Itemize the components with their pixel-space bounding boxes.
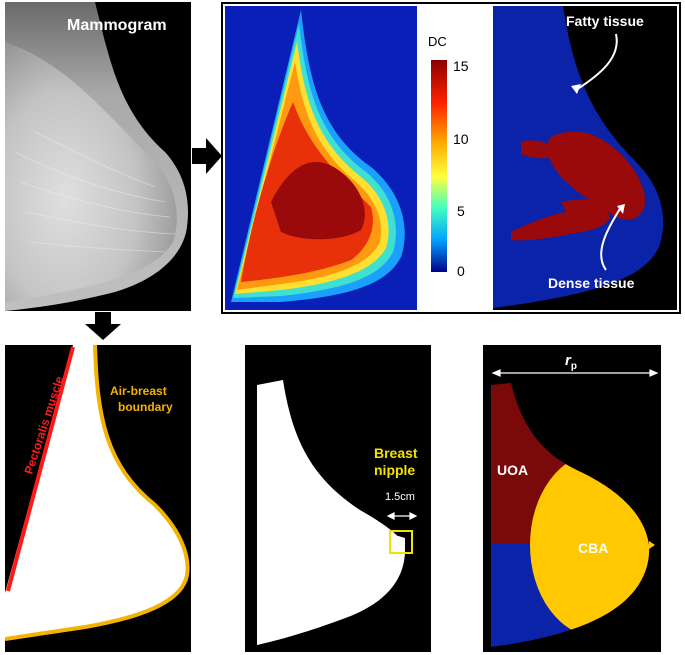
- nipple-box: [389, 530, 413, 554]
- breast-mask: [257, 380, 405, 645]
- density-panel: DC 15 10 5 0 Fatty tissue Dense tissue: [221, 2, 681, 314]
- distance-label: 1.5cm: [385, 491, 415, 503]
- mammogram-panel: Mammogram: [5, 2, 191, 311]
- radius-label: rp: [565, 352, 577, 372]
- fatty-tissue-label: Fatty tissue: [566, 13, 644, 29]
- mammogram-label: Mammogram: [67, 17, 167, 34]
- colorbar: DC 15 10 5 0: [428, 34, 469, 279]
- segmentation-panel: Pectoralis muscle Air-breast boundary: [5, 345, 191, 652]
- nipple-label-line2: nipple: [374, 462, 415, 478]
- colorbar-tick-0: 0: [457, 263, 465, 279]
- dense-tissue-arrow-icon: [600, 206, 622, 271]
- colorbar-tick-5: 5: [457, 203, 465, 219]
- regions-panel: rp UOA CBA: [483, 345, 661, 652]
- colorbar-title: DC: [428, 34, 447, 49]
- dense-tissue-label: Dense tissue: [548, 275, 635, 291]
- fatty-tissue-arrow-icon: [575, 33, 618, 91]
- uoa-label: UOA: [497, 462, 528, 478]
- mask-panel: Breast nipple 1.5cm: [245, 345, 431, 652]
- cba-label: CBA: [578, 540, 608, 556]
- tissue-map: Fatty tissue Dense tissue: [493, 6, 677, 310]
- nipple-label-line1: Breast: [374, 445, 418, 461]
- arrow-down-icon: [85, 312, 121, 340]
- density-map: [225, 6, 417, 310]
- arrow-right-icon: [192, 138, 222, 174]
- distance-arrow-icon: [386, 512, 418, 520]
- radius-arrow-icon: [491, 369, 659, 377]
- air-breast-boundary: [5, 345, 190, 641]
- colorbar-tick-10: 10: [453, 131, 469, 147]
- boundary-label-line1: Air-breast: [110, 384, 167, 398]
- boundary-label-line2: boundary: [118, 400, 173, 414]
- pectoralis-line: [6, 346, 75, 592]
- colorbar-tick-15: 15: [453, 58, 469, 74]
